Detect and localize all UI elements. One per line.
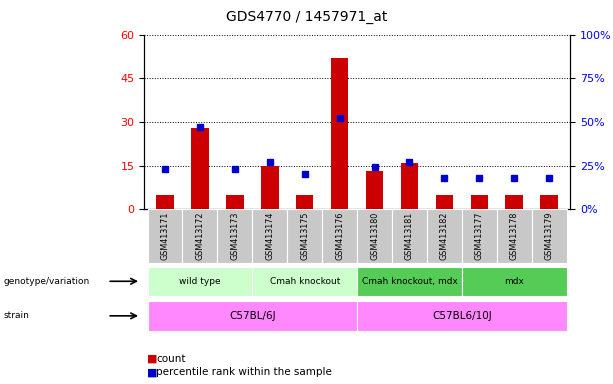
Text: GSM413181: GSM413181	[405, 212, 414, 260]
Bar	[541, 195, 558, 209]
Bar	[392, 209, 427, 263]
Text: GSM413178: GSM413178	[510, 212, 519, 260]
Text: GSM413177: GSM413177	[475, 212, 484, 260]
Bar	[506, 195, 523, 209]
Bar	[462, 266, 566, 296]
Text: GDS4770 / 1457971_at: GDS4770 / 1457971_at	[226, 10, 387, 23]
Bar	[357, 301, 566, 331]
Text: GSM413171: GSM413171	[161, 212, 170, 260]
Bar	[156, 195, 173, 209]
Text: Cmah knockout, mdx: Cmah knockout, mdx	[362, 277, 457, 286]
Text: GSM413173: GSM413173	[230, 212, 239, 260]
Text: C57BL/6J: C57BL/6J	[229, 311, 276, 321]
Text: wild type: wild type	[179, 277, 221, 286]
Text: ■: ■	[147, 354, 158, 364]
Bar	[148, 209, 183, 263]
Bar	[427, 209, 462, 263]
Text: count: count	[156, 354, 186, 364]
Bar	[183, 209, 218, 263]
Bar	[462, 209, 497, 263]
Text: mdx: mdx	[504, 277, 524, 286]
Bar	[357, 266, 462, 296]
Text: GSM413179: GSM413179	[544, 212, 554, 260]
Bar	[148, 301, 357, 331]
Bar	[322, 209, 357, 263]
Bar	[366, 171, 383, 209]
Bar	[148, 266, 253, 296]
Bar	[253, 209, 287, 263]
Text: GSM413174: GSM413174	[265, 212, 274, 260]
Text: percentile rank within the sample: percentile rank within the sample	[156, 367, 332, 377]
Bar	[331, 58, 348, 209]
Text: C57BL6/10J: C57BL6/10J	[432, 311, 492, 321]
Text: GSM413182: GSM413182	[440, 212, 449, 260]
Bar	[497, 209, 531, 263]
Bar	[296, 195, 313, 209]
Bar	[218, 209, 253, 263]
Bar	[261, 166, 278, 209]
Text: GSM413172: GSM413172	[196, 212, 204, 260]
Bar	[436, 195, 453, 209]
Bar	[531, 209, 566, 263]
Bar	[226, 195, 243, 209]
Text: ■: ■	[147, 367, 158, 377]
Bar	[287, 209, 322, 263]
Bar	[471, 195, 488, 209]
Text: GSM413180: GSM413180	[370, 212, 379, 260]
Text: genotype/variation: genotype/variation	[3, 277, 89, 286]
Bar	[357, 209, 392, 263]
Text: Cmah knockout: Cmah knockout	[270, 277, 340, 286]
Text: strain: strain	[3, 311, 29, 320]
Bar	[401, 163, 418, 209]
Text: GSM413176: GSM413176	[335, 212, 344, 260]
Text: GSM413175: GSM413175	[300, 212, 309, 260]
Bar	[253, 266, 357, 296]
Bar	[191, 128, 208, 209]
